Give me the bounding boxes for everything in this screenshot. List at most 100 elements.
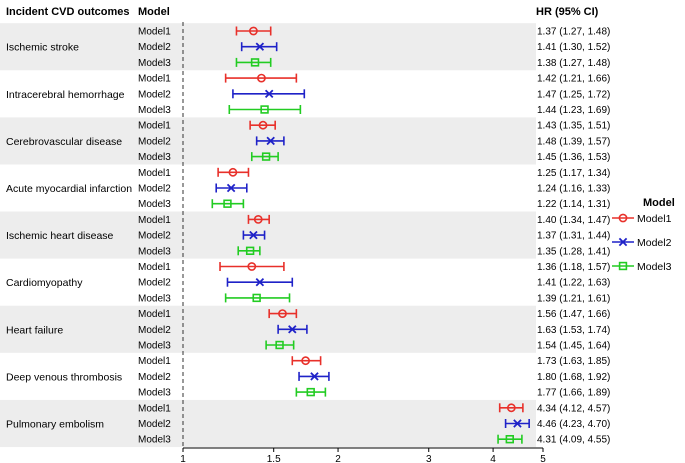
hr-ci-value: 1.80 (1.68, 1.92) — [537, 372, 610, 383]
x-tick-label: 4 — [490, 454, 496, 463]
forest-row: Model3 1.38 (1.27, 1.48) — [138, 57, 610, 69]
hr-ci-value: 1.37 (1.31, 1.44) — [537, 231, 610, 242]
ci-interval — [219, 262, 285, 271]
hr-ci-value: 1.44 (1.23, 1.69) — [537, 105, 610, 116]
forest-row: Model3 1.22 (1.14, 1.31) — [138, 199, 610, 210]
outcome-group: Intracerebral hemorrhage Model1 1.42 (1.21… — [6, 73, 610, 116]
legend-marker — [618, 213, 628, 223]
point-estimate-marker — [255, 42, 265, 51]
hr-ci-value: 1.47 (1.25, 1.72) — [537, 89, 610, 100]
ci-interval — [235, 26, 272, 36]
model-label: Model1 — [138, 403, 171, 414]
forest-row: Model3 1.45 (1.36, 1.53) — [138, 152, 610, 163]
x-tick-label: 1 — [180, 454, 186, 463]
ci-interval — [250, 152, 279, 162]
ci-interval — [211, 199, 245, 209]
legend-title: Model — [643, 197, 675, 209]
ci-interval — [265, 340, 295, 350]
ci-interval — [217, 167, 250, 177]
hr-ci-value: 1.41 (1.30, 1.52) — [537, 42, 610, 53]
point-estimate-marker — [249, 230, 258, 240]
outcome-label: Cardiomyopathy — [6, 277, 83, 289]
point-estimate-marker — [260, 105, 269, 114]
legend-label: Model1 — [637, 213, 672, 225]
legend-entry: Model3 — [612, 261, 672, 273]
outcome-group: Pulmonary embolism Model1 4.34 (4.12, 4.57… — [6, 403, 610, 446]
outcome-label: Pulmonary embolism — [6, 419, 104, 431]
ci-interval — [224, 293, 291, 303]
forest-row: Model3 1.77 (1.66, 1.89) — [138, 387, 610, 399]
outcome-group: Deep venous thrombosis Model1 1.73 (1.63, … — [6, 356, 610, 399]
point-estimate-marker — [306, 387, 315, 397]
legend-label: Model2 — [637, 237, 672, 249]
outcome-group: Ischemic heart disease Model1 1.40 (1.34, … — [6, 214, 610, 257]
forest-row: Model2 1.63 (1.53, 1.74) — [138, 324, 610, 336]
hr-ci-value: 4.34 (4.12, 4.57) — [537, 403, 610, 414]
model-label: Model1 — [138, 309, 171, 320]
point-estimate-marker — [310, 372, 319, 381]
point-estimate-marker — [245, 246, 255, 255]
model-label: Model2 — [138, 136, 171, 147]
x-tick-label: 3 — [426, 454, 432, 463]
outcome-label: Deep venous thrombosis — [6, 371, 122, 383]
point-estimate-marker — [278, 309, 287, 318]
row-band — [0, 399, 536, 448]
forest-row: Model3 1.39 (1.21, 1.61) — [138, 293, 610, 304]
ci-interval — [497, 434, 523, 444]
point-estimate-marker — [252, 293, 261, 303]
point-estimate-marker — [264, 89, 274, 99]
point-estimate-marker — [506, 403, 516, 413]
forest-row: Model2 4.46 (4.23, 4.70) — [138, 419, 610, 430]
x-tick-label: 1.5 — [267, 454, 281, 463]
hr-ci-value: 1.54 (1.45, 1.64) — [537, 341, 610, 352]
x-axis: 1 1.5 2 3 4 5 — [180, 447, 546, 463]
point-estimate-marker — [249, 26, 258, 36]
model-label: Model1 — [138, 262, 171, 273]
forest-row: Model3 1.44 (1.23, 1.69) — [138, 105, 610, 116]
column-headers: Incident CVD outcomes Model HR (95% CI) — [6, 6, 599, 18]
outcome-group: Cerebrovascular disease Model1 1.43 (1.35,… — [6, 120, 610, 163]
forest-row: Model1 1.42 (1.21, 1.66) — [138, 73, 610, 85]
forest-row: Model1 1.40 (1.34, 1.47) — [138, 214, 610, 226]
forest-row: Model2 1.47 (1.25, 1.72) — [138, 89, 610, 100]
ci-interval — [235, 57, 272, 67]
forest-row: Model1 1.36 (1.18, 1.57) — [138, 262, 610, 273]
ci-interval — [247, 214, 270, 224]
ci-interval — [224, 73, 298, 83]
outcome-group: Acute myocardial infarction Model1 1.25 (1… — [6, 167, 610, 210]
forest-row: Model2 1.48 (1.39, 1.57) — [138, 136, 610, 147]
forest-row: Model2 1.41 (1.30, 1.52) — [138, 42, 610, 53]
forest-row: Model3 1.35 (1.28, 1.41) — [138, 246, 610, 257]
model-label: Model2 — [138, 372, 171, 383]
point-estimate-marker — [253, 214, 263, 224]
model-label: Model3 — [138, 246, 171, 257]
point-estimate-marker — [301, 356, 311, 366]
hr-ci-value: 1.77 (1.66, 1.89) — [537, 388, 610, 399]
model-label: Model1 — [138, 27, 171, 38]
hr-ci-value: 1.73 (1.63, 1.85) — [537, 356, 610, 367]
model-label: Model3 — [138, 341, 171, 352]
legend-label: Model3 — [637, 261, 672, 273]
ci-interval — [498, 403, 524, 413]
point-estimate-marker — [261, 152, 271, 161]
model-column-header: Model — [138, 6, 170, 18]
forest-row: Model2 1.80 (1.68, 1.92) — [138, 371, 610, 383]
hr-ci-value: 1.43 (1.35, 1.51) — [537, 121, 610, 132]
forest-row: Model1 1.25 (1.17, 1.34) — [138, 167, 610, 179]
outcome-label: Acute myocardial infarction — [6, 183, 132, 195]
forest-row: Model3 4.31 (4.09, 4.55) — [138, 434, 610, 446]
hr-ci-value: 1.63 (1.53, 1.74) — [537, 325, 610, 336]
model-label: Model3 — [138, 435, 171, 446]
hr-ci-value: 1.22 (1.14, 1.31) — [537, 199, 610, 210]
model-label: Model1 — [138, 168, 171, 179]
hr-ci-value: 1.42 (1.21, 1.66) — [537, 74, 610, 85]
ci-interval — [237, 246, 261, 256]
forest-row: Model1 1.56 (1.47, 1.66) — [138, 309, 610, 320]
forest-row: Model1 1.73 (1.63, 1.85) — [138, 356, 610, 367]
forest-row: Model1 1.43 (1.35, 1.51) — [138, 120, 610, 132]
outcome-label: Cerebrovascular disease — [6, 136, 122, 148]
hr-ci-value: 1.40 (1.34, 1.47) — [537, 215, 610, 226]
hr-ci-value: 1.45 (1.36, 1.53) — [537, 152, 610, 163]
